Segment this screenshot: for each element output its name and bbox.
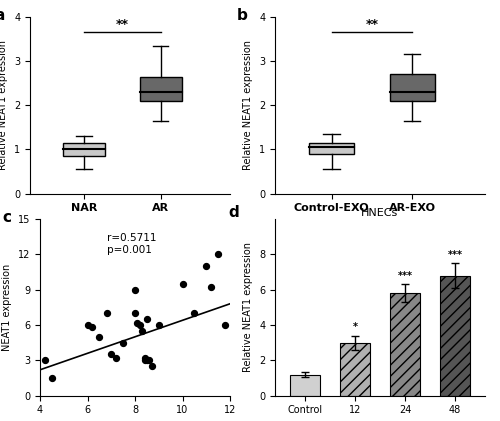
Point (155, 322, 163, 328)
Text: b: b (237, 8, 248, 23)
Point (145, 357, 153, 364)
Text: d: d (229, 205, 239, 220)
Point (102, 310, 110, 317)
Point (190, 310, 198, 317)
Point (202, 263, 210, 269)
Point (131, 310, 139, 317)
Y-axis label: Relative NEAT1 expression: Relative NEAT1 expression (0, 40, 8, 170)
Bar (62, 143, 105, 156)
Point (143, 357, 151, 364)
Y-axis label: Relative NEAT1 expression: Relative NEAT1 expression (244, 242, 254, 372)
Bar (390, 74, 434, 101)
Point (134, 319, 141, 326)
Point (84, 322, 92, 328)
Text: *: * (352, 322, 358, 332)
Point (131, 286, 139, 293)
Point (40, 357, 49, 364)
Point (140, 357, 148, 364)
Text: c: c (2, 210, 11, 225)
Title: HNECs: HNECs (362, 208, 399, 218)
Point (112, 354, 120, 361)
Point (214, 251, 222, 258)
Point (148, 363, 156, 370)
Y-axis label: Relative NEAT1 expression: Relative NEAT1 expression (244, 40, 254, 170)
Point (119, 339, 127, 346)
Text: **: ** (116, 18, 129, 31)
Point (143, 316, 151, 322)
Y-axis label: NEAT1 expression: NEAT1 expression (2, 264, 12, 351)
Text: a: a (0, 8, 4, 23)
Text: ***: *** (448, 250, 462, 260)
Bar (390, 293, 420, 396)
Bar (310, 143, 354, 154)
Point (221, 322, 229, 328)
Point (207, 284, 215, 290)
Point (140, 354, 148, 361)
Text: ***: *** (398, 271, 412, 281)
Point (96, 333, 104, 340)
Text: **: ** (366, 18, 378, 31)
Text: r=0.5711
p=0.001: r=0.5711 p=0.001 (106, 233, 156, 255)
Point (48, 375, 56, 381)
Point (88, 324, 96, 331)
Point (107, 351, 115, 358)
Point (178, 280, 186, 287)
Bar (290, 375, 320, 396)
Bar (440, 275, 470, 396)
Bar (140, 77, 182, 101)
Bar (340, 343, 370, 396)
Point (138, 328, 146, 334)
Point (136, 322, 144, 328)
